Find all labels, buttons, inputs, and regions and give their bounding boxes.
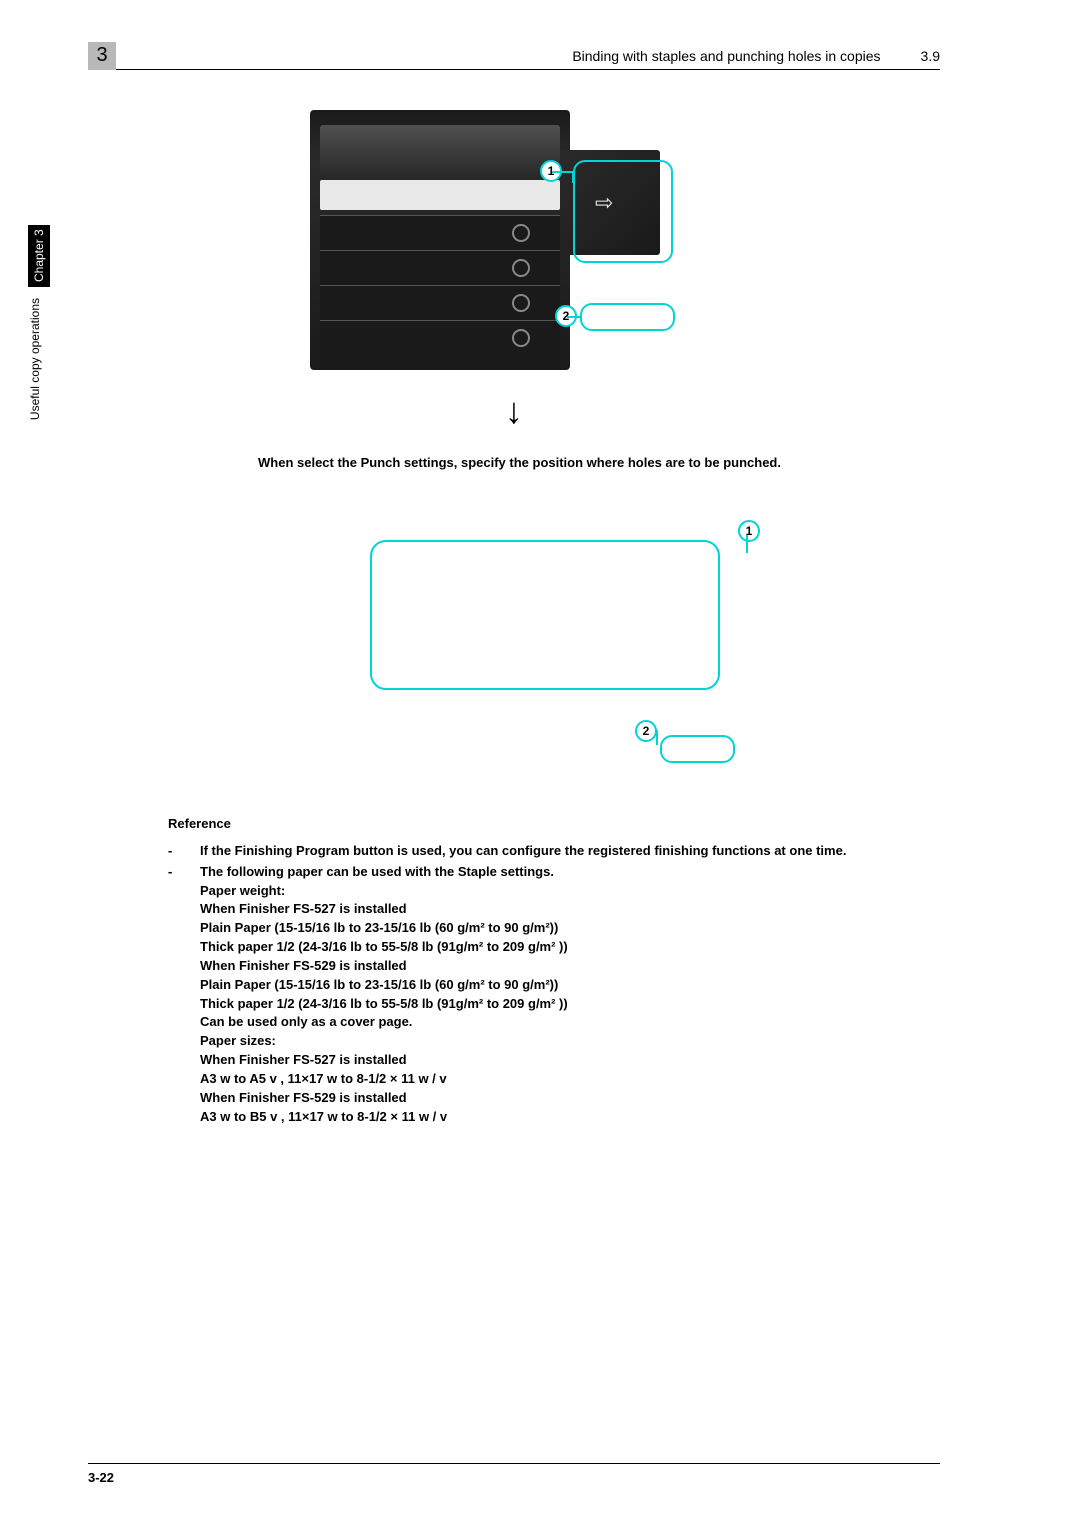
page-header: 3 Binding with staples and punching hole…: [88, 42, 940, 70]
reference-text: Paper sizes:: [200, 1032, 940, 1051]
reference-heading: Reference: [168, 815, 940, 834]
callout-box-1: [573, 160, 673, 263]
header-title: Binding with staples and punching holes …: [572, 48, 880, 64]
reference-text: When Finisher FS-527 is installed: [200, 1051, 940, 1070]
down-arrow-icon: ↓: [505, 390, 523, 432]
reference-text: When Finisher FS-529 is installed: [200, 1089, 940, 1108]
reference-text: Thick paper 1/2 (24-3/16 lb to 55-5/8 lb…: [200, 995, 940, 1014]
page-footer: 3-22: [88, 1463, 940, 1485]
bullet-dash: -: [168, 863, 176, 1127]
reference-text: Paper weight:: [200, 882, 940, 901]
reference-text: A3 w to A5 v , 11×17 w to 8-1/2 × 11 w /…: [200, 1070, 940, 1089]
panel-region-2: [660, 735, 735, 763]
drawer: [320, 285, 560, 320]
panel-callout-2: 2: [635, 720, 657, 742]
reference-text: If the Finishing Program button is used,…: [200, 842, 940, 861]
reference-text: Plain Paper (15-15/16 lb to 23-15/16 lb …: [200, 919, 940, 938]
reference-item: - If the Finishing Program button is use…: [168, 842, 940, 861]
instruction-text: When select the Punch settings, specify …: [258, 455, 860, 470]
drawer: [320, 320, 560, 355]
reference-text: A3 w to B5 v , 11×17 w to 8-1/2 × 11 w /…: [200, 1108, 940, 1127]
printer-diagram: ⇨ 1 2: [290, 110, 690, 375]
panel-region-1: [370, 540, 720, 690]
printer-top: [320, 125, 560, 175]
reference-section: Reference - If the Finishing Program but…: [168, 815, 940, 1127]
page-number: 3-22: [88, 1470, 114, 1485]
reference-text: Thick paper 1/2 (24-3/16 lb to 55-5/8 lb…: [200, 938, 940, 957]
settings-panel-diagram: 1 2: [370, 510, 770, 780]
reference-text: When Finisher FS-527 is installed: [200, 900, 940, 919]
callout-line: [552, 171, 574, 183]
bullet-dash: -: [168, 842, 176, 861]
side-chapter-tab: Chapter 3: [28, 225, 50, 287]
header-section: 3.9: [921, 48, 940, 64]
reference-text: When Finisher FS-529 is installed: [200, 957, 940, 976]
side-section-label: Useful copy operations: [28, 290, 50, 428]
drawer: [320, 250, 560, 285]
reference-text: Can be used only as a cover page.: [200, 1013, 940, 1032]
chapter-number-box: 3: [88, 42, 116, 70]
reference-item: - The following paper can be used with t…: [168, 863, 940, 1127]
reference-content: The following paper can be used with the…: [200, 863, 940, 1127]
callout-box-2: [580, 303, 675, 331]
printer-body: [310, 110, 570, 370]
reference-text: Plain Paper (15-15/16 lb to 23-15/16 lb …: [200, 976, 940, 995]
printer-drawers: [320, 215, 560, 365]
callout-line: [718, 535, 748, 553]
drawer: [320, 215, 560, 250]
chapter-number: 3: [96, 44, 107, 67]
printer-control-panel: [320, 180, 560, 210]
side-chapter-label: Chapter 3: [32, 230, 46, 283]
reference-text: The following paper can be used with the…: [200, 863, 940, 882]
